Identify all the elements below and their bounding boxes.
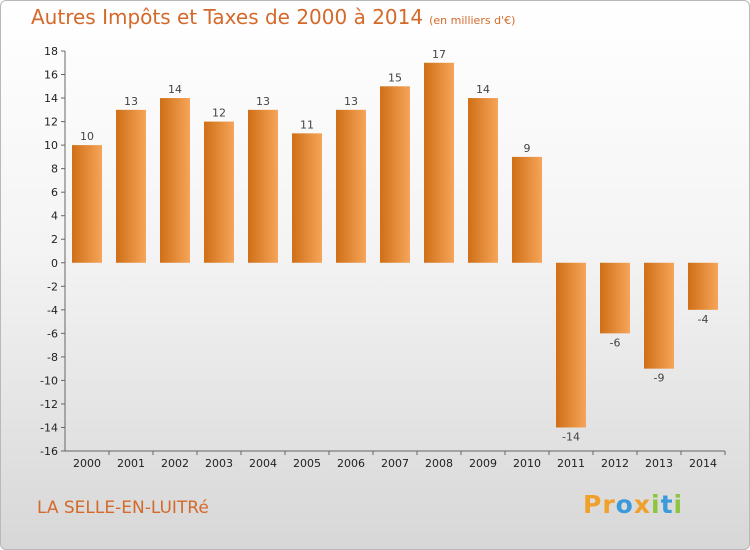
bar xyxy=(292,133,322,263)
y-tick-label: 8 xyxy=(51,163,58,176)
x-tick-label: 2001 xyxy=(117,457,145,470)
bar-value-label: 13 xyxy=(344,95,358,108)
bar-value-label: 14 xyxy=(476,83,490,96)
bar xyxy=(556,262,586,428)
bar xyxy=(600,262,630,334)
y-tick-label: -14 xyxy=(40,421,58,434)
bar-value-label: -9 xyxy=(654,372,665,385)
chart-title-text: Autres Impôts et Taxes de 2000 à 2014 xyxy=(31,5,424,29)
x-tick-label: 2011 xyxy=(557,457,585,470)
y-tick-label: 18 xyxy=(44,45,58,58)
bar xyxy=(204,121,234,263)
y-tick-label: 10 xyxy=(44,139,58,152)
bar-value-label: -6 xyxy=(610,336,621,349)
y-tick-label: 6 xyxy=(51,186,58,199)
bar-value-label: 11 xyxy=(300,118,314,131)
y-tick-label: 14 xyxy=(44,92,58,105)
proxiti-logo-letter: i xyxy=(673,490,684,519)
x-tick-label: 2013 xyxy=(645,457,673,470)
proxiti-logo-letter: t xyxy=(660,490,674,519)
x-tick-label: 2002 xyxy=(161,457,189,470)
bar-value-label: 10 xyxy=(80,130,94,143)
bar-value-label: 13 xyxy=(256,95,270,108)
x-tick-label: 2008 xyxy=(425,457,453,470)
bar-value-label: 17 xyxy=(432,48,446,61)
y-tick-label: -8 xyxy=(47,351,58,364)
bar xyxy=(380,86,410,263)
proxiti-logo-letter: r xyxy=(602,490,616,519)
y-tick-label: 2 xyxy=(51,233,58,246)
x-tick-label: 2009 xyxy=(469,457,497,470)
bar-value-label: -14 xyxy=(562,430,580,443)
y-tick-label: -6 xyxy=(47,327,58,340)
y-tick-label: -10 xyxy=(40,374,58,387)
y-tick-label: 4 xyxy=(51,210,58,223)
x-tick-label: 2006 xyxy=(337,457,365,470)
proxiti-logo-letter: x xyxy=(633,490,651,519)
bar xyxy=(644,262,674,369)
y-tick-label: 12 xyxy=(44,116,58,129)
bar xyxy=(248,109,278,263)
bar-value-label: -4 xyxy=(698,313,709,326)
chart-unit: (en milliers d'€) xyxy=(429,14,516,27)
bar xyxy=(336,109,366,263)
chart-title: Autres Impôts et Taxes de 2000 à 2014 (en… xyxy=(31,5,515,29)
x-tick-label: 2010 xyxy=(513,457,541,470)
bar xyxy=(688,262,718,310)
y-tick-label: 16 xyxy=(44,69,58,82)
x-tick-label: 2000 xyxy=(73,457,101,470)
x-tick-label: 2007 xyxy=(381,457,409,470)
bar xyxy=(468,98,498,263)
proxiti-logo-letter: P xyxy=(583,490,603,519)
y-tick-label: -12 xyxy=(40,398,58,411)
y-tick-label: -16 xyxy=(40,445,58,458)
y-tick-label: 0 xyxy=(51,257,58,270)
bar-value-label: 13 xyxy=(124,95,138,108)
bar-value-label: 9 xyxy=(524,142,531,155)
bar xyxy=(116,109,146,263)
bar xyxy=(424,62,454,263)
x-tick-label: 2005 xyxy=(293,457,321,470)
bar xyxy=(160,98,190,263)
x-tick-label: 2003 xyxy=(205,457,233,470)
proxiti-logo: Proxiti xyxy=(583,490,683,519)
proxiti-logo-letter: i xyxy=(651,490,661,519)
y-tick-label: -4 xyxy=(47,304,58,317)
bar-value-label: 15 xyxy=(388,71,402,84)
proxiti-logo-letter: o xyxy=(615,490,634,519)
x-tick-label: 2004 xyxy=(249,457,277,470)
bar xyxy=(72,145,102,263)
y-tick-label: -2 xyxy=(47,280,58,293)
x-tick-label: 2014 xyxy=(689,457,717,470)
bar-value-label: 12 xyxy=(212,107,226,120)
commune-name: LA SELLE-EN-LUITRé xyxy=(37,498,209,518)
x-tick-label: 2012 xyxy=(601,457,629,470)
bar xyxy=(512,156,542,263)
bar-value-label: 14 xyxy=(168,83,182,96)
